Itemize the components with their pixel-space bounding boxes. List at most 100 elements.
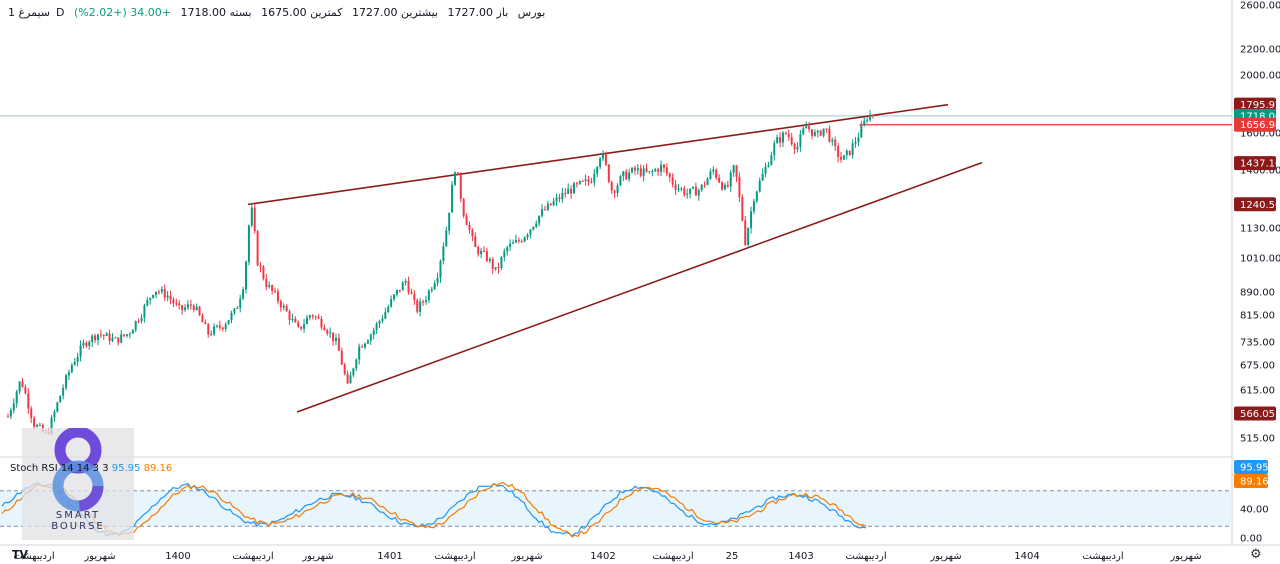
candle-body [506,247,509,252]
candle-body [256,231,259,266]
candle-body [729,172,732,187]
candle-body [494,267,497,270]
price-badge-label: 1656.98 [1240,120,1280,131]
candle-body [602,153,605,159]
time-tick-label: 1401 [377,551,402,562]
candle-body [18,381,21,392]
candle-body [677,188,680,190]
candle-body [456,172,459,176]
candle-body [851,143,854,155]
candle-body [526,234,529,238]
price-badge-label: 1795.92 [1240,100,1280,111]
candle-body [854,142,857,144]
candle-body [346,373,349,384]
time-tick-label: اردیبهشت [845,551,886,562]
candle-body [680,188,683,190]
candle-body [703,184,706,186]
candle-body [462,199,465,216]
symbol-name[interactable]: سیمرغ [18,6,51,19]
stoch-badge-label: 89.16 [1240,477,1269,488]
candle-body [355,359,358,369]
candle-body [633,167,636,171]
candle-body [572,183,575,194]
candle-body [474,236,477,248]
candle-body [810,129,813,136]
candle-body [416,300,419,312]
time-tick-label: شهریور [83,551,115,562]
candle-body [837,146,840,157]
tradingview-logo[interactable]: TV [12,548,29,561]
candle-body [639,168,642,176]
candle-body [558,197,561,200]
candle-body [747,228,750,246]
candle-body [210,334,213,336]
candle-body [253,207,256,232]
candle-body [50,417,53,434]
candle-body [845,150,848,156]
candle-body [85,342,88,346]
candle-body [816,130,819,133]
candle-body [781,132,784,143]
candle-body [407,280,410,293]
candle-body [799,134,802,147]
price-badge-label: 1240.56 [1240,200,1280,211]
stoch-rsi-label: Stoch RSI 14 14 3 3 95.95 89.16 [10,463,172,474]
candle-body [15,391,18,404]
candle-body [445,230,448,247]
candle-body [332,332,335,342]
price-tick-label: 1130.00 [1240,224,1280,235]
candle-body [33,418,36,427]
candle-body [239,298,242,308]
candle-body [541,209,544,216]
candle-body [88,341,91,346]
candle-body [755,191,758,202]
interval[interactable]: 1D [8,6,65,19]
candle-body [691,187,694,189]
candle-body [831,139,834,142]
candle-body [599,158,602,167]
candle-body [442,246,445,261]
candle-body [488,258,491,261]
candle-body [509,243,512,248]
candle-body [297,322,300,327]
candle-body [38,424,41,426]
candle-body [21,381,24,387]
settings-gear-icon[interactable]: ⚙ [1250,547,1262,562]
candle-body [709,171,712,179]
candle-body [56,402,59,412]
candle-body [793,144,796,150]
price-badge [1234,97,1276,112]
candle-body [779,137,782,143]
candle-body [453,172,456,185]
time-tick-label: 1404 [1014,551,1039,562]
change-value: +34.00 (+2.02%) [74,6,171,19]
candle-body [552,201,555,206]
candle-body [140,317,143,322]
candle-body [842,155,845,160]
candle-body [871,114,874,117]
candle-body [767,165,770,167]
candle-body [271,285,274,291]
candle-body [326,330,329,334]
candle-body [366,340,369,344]
candle-body [317,316,320,319]
candle-body [105,333,108,336]
candle-body [436,277,439,283]
candle-body [784,132,787,134]
candle-body [323,327,326,331]
candle-body [300,326,303,329]
candle-body [543,209,546,211]
price-badge-label: 1718.00 [1240,111,1280,122]
candle-body [471,229,474,237]
candle-body [291,318,294,320]
candle-body [343,364,346,374]
candle-body [796,146,799,150]
candle-body [279,301,282,308]
candle-body [247,225,250,262]
candle-body [512,242,515,244]
candle-body [622,171,625,177]
exchange: بورس [517,6,546,19]
candle-body [538,215,541,224]
candle-body [671,177,674,185]
